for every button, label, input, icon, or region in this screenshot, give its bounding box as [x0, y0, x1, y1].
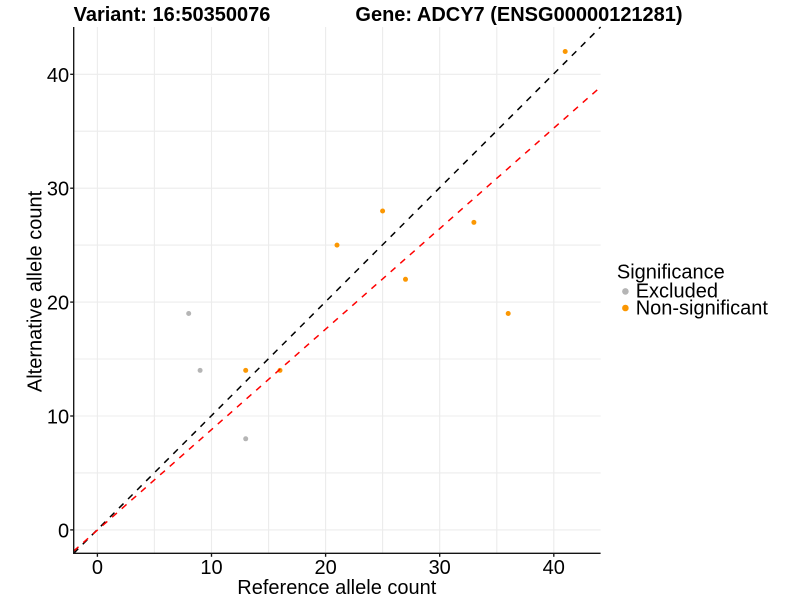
- svg-text:Significance: Significance: [617, 261, 725, 283]
- svg-text:Gene: ADCY7 (ENSG00000121281): Gene: ADCY7 (ENSG00000121281): [355, 4, 682, 26]
- svg-text:10: 10: [47, 407, 69, 429]
- svg-text:30: 30: [429, 557, 451, 579]
- svg-text:Excluded: Excluded: [636, 281, 718, 303]
- svg-text:0: 0: [92, 557, 103, 579]
- svg-text:20: 20: [314, 557, 336, 579]
- svg-text:Alternative allele count: Alternative allele count: [25, 190, 47, 392]
- svg-text:30: 30: [47, 179, 69, 201]
- svg-text:10: 10: [200, 557, 222, 579]
- svg-text:20: 20: [47, 293, 69, 315]
- svg-text:Non-significant: Non-significant: [636, 298, 769, 320]
- svg-text:0: 0: [58, 520, 69, 542]
- svg-text:40: 40: [47, 65, 69, 87]
- svg-text:Reference allele count: Reference allele count: [237, 577, 436, 599]
- svg-text:40: 40: [543, 557, 565, 579]
- svg-text:Variant: 16:50350076: Variant: 16:50350076: [74, 4, 271, 26]
